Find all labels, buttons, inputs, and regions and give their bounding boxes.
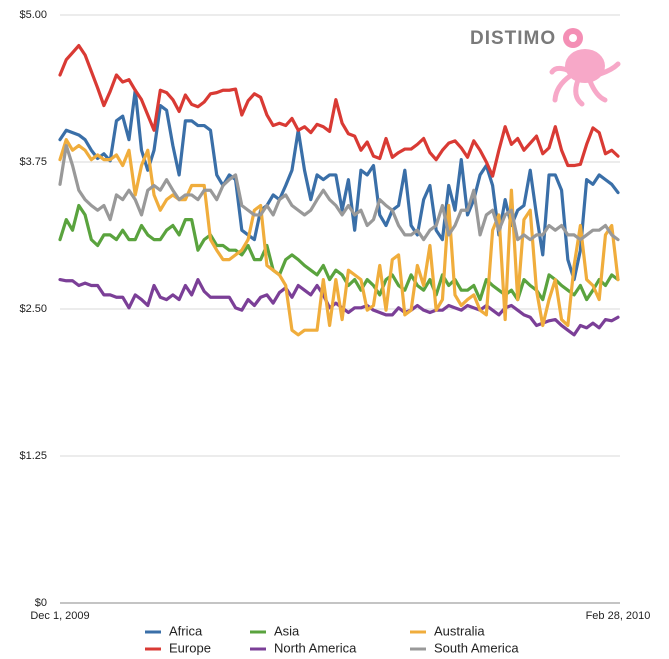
legend-label: Europe [169,640,211,655]
series-line [58,143,620,242]
logo-octopus-arms [549,61,621,107]
legend-label: Africa [169,623,203,638]
y-tick-label: $2.50 [19,303,47,315]
logo-gear-hole [569,34,577,42]
series-line [58,203,620,302]
y-tick-label: $1.25 [19,450,47,462]
series-line [58,88,620,282]
legend: Africa Asia Australia Europe North America So… [145,623,519,655]
y-tick-label: $0 [35,597,47,609]
legend-label: North America [274,640,357,655]
legend-label: South America [434,640,519,655]
plot-area: $0 $1.25 $2.50 $3.75 $5.00 Dec 1, 2009 Feb 28,… [19,9,650,622]
legend-label: Australia [434,623,485,638]
x-tick-label: Feb 28, 2010 [586,610,651,622]
x-tick-label: Dec 1, 2009 [30,610,89,622]
logo-text: DISTIMO [470,28,556,49]
y-tick-label: $3.75 [19,156,47,168]
logo-octopus-head [565,49,605,83]
logo: DISTIMO [470,28,621,107]
series-line [58,43,620,178]
y-tick-label: $5.00 [19,9,47,21]
legend-label: Asia [274,623,300,638]
